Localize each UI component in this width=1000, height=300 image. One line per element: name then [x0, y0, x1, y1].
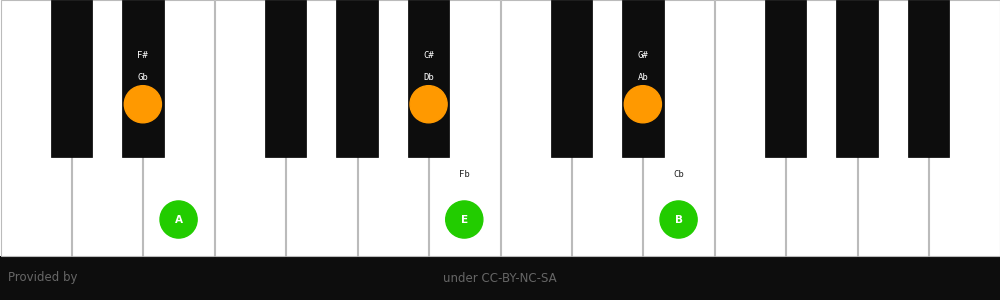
- Text: Provided by: Provided by: [8, 272, 78, 284]
- Bar: [765, 0, 806, 158]
- Bar: [215, 0, 285, 256]
- Text: C#: C#: [423, 51, 434, 60]
- Circle shape: [660, 201, 697, 238]
- Text: F#: F#: [137, 51, 148, 60]
- Text: under CC-BY-NC-SA: under CC-BY-NC-SA: [443, 272, 557, 284]
- Bar: [551, 0, 592, 158]
- Bar: [265, 0, 306, 158]
- Bar: [408, 0, 449, 158]
- Bar: [501, 0, 571, 256]
- Bar: [786, 0, 857, 256]
- Text: Ab: Ab: [637, 73, 648, 82]
- Text: Gb: Gb: [137, 73, 148, 82]
- Bar: [622, 0, 664, 158]
- Text: Fb: Fb: [459, 170, 470, 179]
- Bar: [836, 0, 878, 158]
- Text: B: B: [675, 214, 683, 224]
- Text: Db: Db: [423, 73, 434, 82]
- Bar: [908, 0, 949, 158]
- Bar: [429, 0, 500, 256]
- Bar: [143, 0, 214, 256]
- Bar: [643, 0, 714, 256]
- Bar: [0, 256, 1000, 300]
- Circle shape: [410, 86, 447, 123]
- Text: G#: G#: [637, 51, 648, 60]
- Bar: [286, 0, 357, 256]
- Bar: [51, 0, 92, 158]
- Bar: [358, 0, 428, 256]
- Bar: [929, 0, 1000, 256]
- Circle shape: [124, 86, 161, 123]
- Bar: [72, 0, 142, 256]
- Text: Cb: Cb: [673, 170, 684, 179]
- Bar: [0, 0, 71, 256]
- Bar: [572, 0, 642, 256]
- Circle shape: [624, 86, 661, 123]
- Text: E: E: [461, 214, 468, 224]
- Text: A: A: [175, 214, 183, 224]
- Bar: [715, 0, 785, 256]
- Bar: [336, 0, 378, 158]
- Bar: [858, 0, 928, 256]
- Bar: [122, 0, 164, 158]
- Circle shape: [160, 201, 197, 238]
- Circle shape: [446, 201, 483, 238]
